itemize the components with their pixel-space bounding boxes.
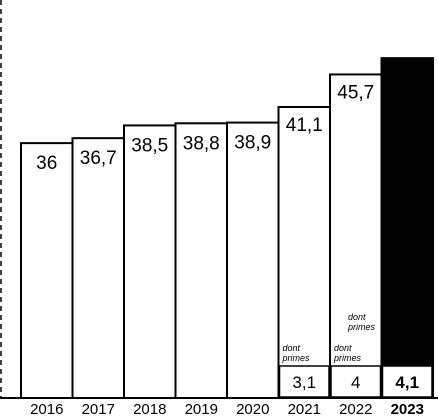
value-label-2018: 38,5	[131, 135, 168, 156]
bar-2022	[329, 73, 383, 399]
year-label-2019: 2019	[185, 401, 218, 416]
primes-label-2023: 4,1	[395, 373, 419, 392]
value-label-2022: 45,7	[337, 82, 374, 103]
primes-note-line1-2023: dont	[386, 343, 404, 353]
year-label-2023: 2023	[391, 401, 424, 416]
year-label-2022: 2022	[339, 401, 372, 416]
primes-label-2021: 3,1	[292, 373, 316, 392]
year-label-2021: 2021	[288, 401, 321, 416]
bar-2019	[174, 122, 228, 400]
bar-2021	[277, 106, 331, 400]
primes-note-ghost-line2: primes	[347, 322, 376, 332]
primes-box-2022	[330, 365, 382, 398]
primes-note-line1-2022: dont	[334, 343, 352, 353]
primes-note-line1-2021: dont	[283, 343, 301, 353]
primes-label-2022: 4	[351, 373, 360, 392]
bar-2020	[226, 121, 280, 399]
value-label-2020: 38,9	[234, 133, 271, 154]
bar-2018	[123, 124, 177, 399]
primes-box-2023	[381, 365, 433, 398]
year-label-2020: 2020	[236, 401, 269, 416]
primes-note-line2-2022: primes	[333, 353, 362, 363]
bar-2017	[71, 137, 125, 399]
value-label-2019: 38,8	[183, 133, 220, 154]
value-label-2023: 48	[397, 66, 418, 87]
value-label-2016: 36	[36, 153, 57, 174]
bar-2016	[20, 142, 74, 399]
year-label-2018: 2018	[133, 401, 166, 416]
year-label-2016: 2016	[30, 401, 63, 416]
primes-note-ghost-line1: dont	[348, 312, 366, 322]
year-label-2017: 2017	[82, 401, 115, 416]
value-label-2017: 36,7	[80, 148, 117, 169]
primes-note-line2-2021: primes	[282, 353, 311, 363]
primes-box-2021	[278, 365, 330, 398]
value-label-2021: 41,1	[286, 115, 323, 136]
primes-note-line2-2023: primes	[385, 353, 414, 363]
